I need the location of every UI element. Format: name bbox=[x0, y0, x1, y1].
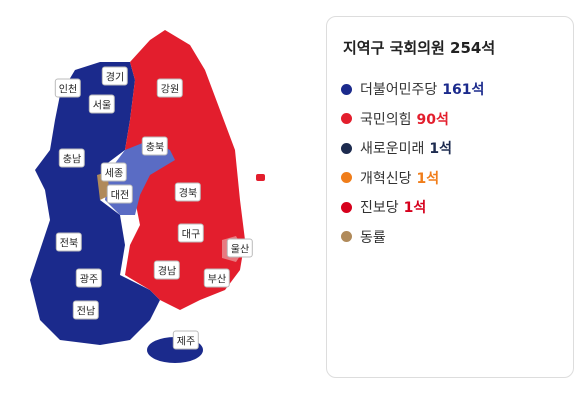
region-label: 세종 bbox=[100, 162, 128, 182]
seat-count: 1석 bbox=[429, 141, 453, 157]
party-name: 동률 bbox=[360, 229, 386, 246]
party-name: 개혁신당 bbox=[360, 170, 412, 187]
region-label: 강원 bbox=[156, 78, 184, 98]
legend-item: 더불어민주당 161석 bbox=[341, 79, 484, 99]
seat-count: 161석 bbox=[442, 82, 485, 98]
legend-dot bbox=[341, 113, 352, 124]
region-label: 대전 bbox=[106, 184, 134, 204]
region-label: 인천 bbox=[54, 78, 82, 98]
legend-dot bbox=[341, 142, 352, 154]
legend-item: 국민의힘 90석 bbox=[341, 109, 449, 129]
region-label: 충북 bbox=[141, 136, 169, 156]
region-label: 광주 bbox=[75, 268, 103, 288]
party-name: 새로운미래 bbox=[360, 141, 425, 157]
legend-item: 진보당 1석 bbox=[341, 197, 426, 217]
region-label: 부산 bbox=[203, 268, 231, 288]
region-label: 전북 bbox=[55, 232, 83, 252]
legend-item: 개혁신당 1석 bbox=[341, 168, 439, 188]
legend-item: 새로운미래 1석 bbox=[341, 138, 452, 158]
region-label: 울산 bbox=[226, 238, 254, 258]
party-name: 국민의힘 bbox=[360, 111, 412, 128]
seat-count: 1석 bbox=[403, 200, 427, 216]
legend-dot bbox=[341, 231, 352, 242]
party-name: 더불어민주당 bbox=[360, 82, 438, 98]
region-label: 경남 bbox=[153, 260, 181, 280]
region-label: 서울 bbox=[88, 94, 116, 114]
map bbox=[30, 30, 265, 363]
legend-dot bbox=[341, 201, 352, 213]
region-label: 경기 bbox=[101, 66, 129, 86]
red-region bbox=[125, 30, 245, 310]
legend-dot bbox=[341, 172, 352, 183]
seat-count: 90석 bbox=[416, 111, 449, 128]
legend-dot bbox=[341, 83, 352, 95]
legend-item: 동률 bbox=[341, 227, 386, 247]
region-label: 대구 bbox=[177, 223, 205, 243]
legend-card: 지역구 국회의원 254석 더불어민주당 161석 국민의힘 90석 새로운미래 1석 개혁… bbox=[326, 16, 574, 378]
legend-title: 지역구 국회의원 254석 bbox=[343, 39, 496, 57]
region-label: 충남 bbox=[58, 148, 86, 168]
blue-region bbox=[30, 62, 160, 345]
ulleung-island bbox=[256, 174, 265, 181]
seat-count: 1석 bbox=[416, 170, 440, 187]
region-label: 제주 bbox=[172, 330, 200, 350]
party-name: 진보당 bbox=[360, 200, 399, 216]
region-label: 경북 bbox=[174, 182, 202, 202]
region-label: 전남 bbox=[72, 300, 100, 320]
